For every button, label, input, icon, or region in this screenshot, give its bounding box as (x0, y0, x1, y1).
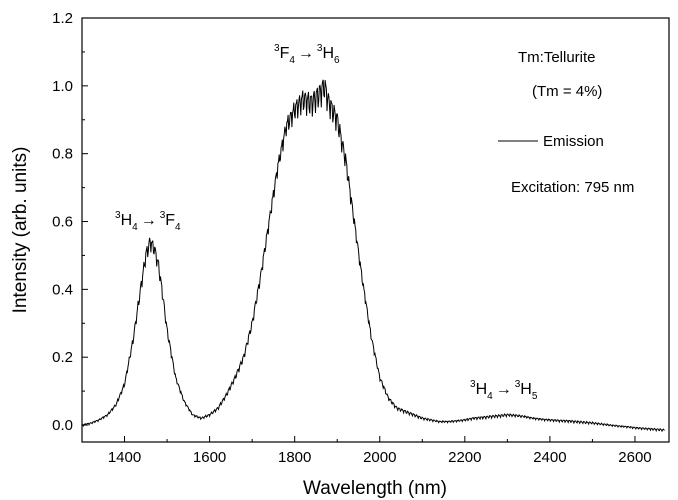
x-tick-label: 1600 (193, 449, 226, 466)
y-tick-label: 1.2 (52, 10, 73, 27)
transition-label-3f4-3h6: 3F4 → 3H6 (274, 43, 340, 66)
excitation-label: Excitation: 795 nm (511, 179, 634, 196)
y-tick-label: 0.2 (52, 349, 73, 366)
x-axis-ticks: 1400 1600 1800 2000 2200 2400 2600 (81, 436, 652, 466)
x-tick-label: 2000 (363, 449, 396, 466)
y-tick-label: 1.0 (52, 78, 73, 95)
emission-series-line (81, 79, 665, 433)
x-tick-label: 2600 (618, 449, 651, 466)
x-tick-label: 2200 (448, 449, 481, 466)
x-tick-label: 1400 (108, 449, 141, 466)
y-axis-ticks: 0.0 0.2 0.4 0.6 0.8 1.0 1.2 (52, 10, 88, 434)
concentration-label: (Tm = 4%) (532, 83, 602, 100)
y-tick-label: 0.6 (52, 214, 73, 231)
y-tick-label: 0.4 (52, 281, 73, 298)
transition-label-3h4-3f4: 3H4 → 3F4 (115, 210, 181, 233)
y-tick-label: 0.0 (52, 417, 73, 434)
transition-label-3h4-3h5: 3H4 → 3H5 (470, 379, 538, 402)
plot-frame (81, 17, 670, 443)
x-tick-label: 2400 (533, 449, 566, 466)
y-axis-title: Intensity (arb. units) (10, 147, 31, 314)
x-tick-label: 1800 (278, 449, 311, 466)
x-axis-title: Wavelength (nm) (303, 478, 447, 499)
legend-label-emission: Emission (543, 133, 604, 150)
sample-label: Tm:Tellurite (518, 49, 596, 66)
y-tick-label: 0.8 (52, 146, 73, 163)
